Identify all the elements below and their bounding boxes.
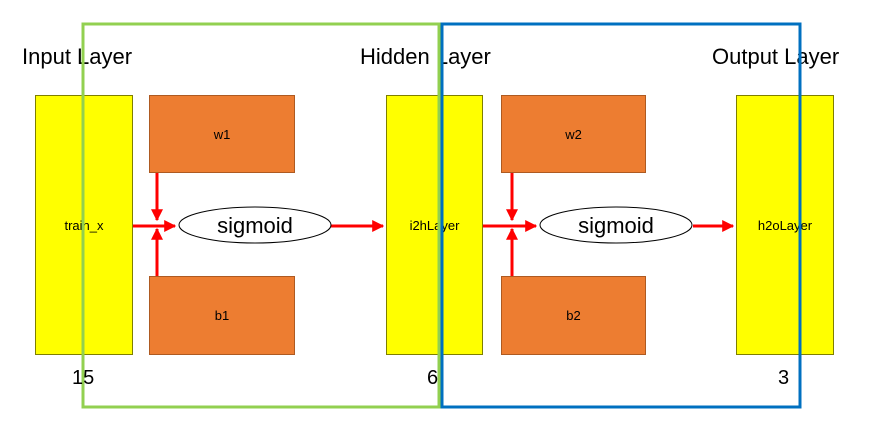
b1-box: b1	[149, 276, 295, 355]
stage1-arrows	[133, 173, 385, 276]
hidden-size: 6	[427, 367, 439, 389]
sigmoid1-ellipse	[178, 206, 332, 244]
w1-label: w1	[213, 126, 231, 142]
output-layer-title: Output Layer	[712, 44, 840, 69]
w2-box: w2	[501, 95, 646, 173]
sigmoid2-label: sigmoid	[578, 213, 654, 238]
w1-box: w1	[149, 95, 295, 173]
input-size: 15	[72, 367, 95, 389]
hidden-stage-frame	[81, 22, 441, 409]
hidden-layer-title: Hidden Layer	[360, 44, 491, 69]
output-stage-frame	[440, 22, 802, 409]
sigmoid1-label: sigmoid	[217, 213, 293, 238]
stage2-arrows	[483, 173, 735, 276]
i2h-layer-label: i2hLayer	[409, 217, 460, 233]
sigmoid2-ellipse	[539, 206, 693, 244]
w2-label: w2	[565, 126, 582, 142]
b2-label: b2	[566, 308, 581, 323]
output-size: 3	[778, 367, 790, 389]
input-layer-title: Input Layer	[22, 44, 133, 69]
i2h-layer-box: i2hLayer	[386, 95, 483, 355]
b2-box: b2	[501, 276, 646, 355]
b1-label: b1	[214, 308, 230, 323]
